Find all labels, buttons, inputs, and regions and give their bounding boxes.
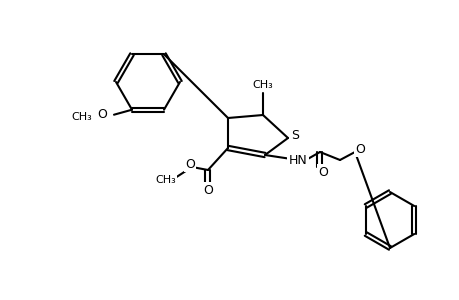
Text: O: O	[97, 108, 106, 121]
Text: HN: HN	[288, 154, 307, 166]
Text: CH₃: CH₃	[252, 80, 273, 90]
Text: S: S	[291, 128, 298, 142]
Text: O: O	[202, 184, 213, 196]
Text: O: O	[185, 158, 195, 170]
Text: CH₃: CH₃	[71, 112, 92, 122]
Text: O: O	[317, 166, 327, 178]
Text: O: O	[354, 142, 364, 155]
Text: CH₃: CH₃	[155, 175, 176, 185]
